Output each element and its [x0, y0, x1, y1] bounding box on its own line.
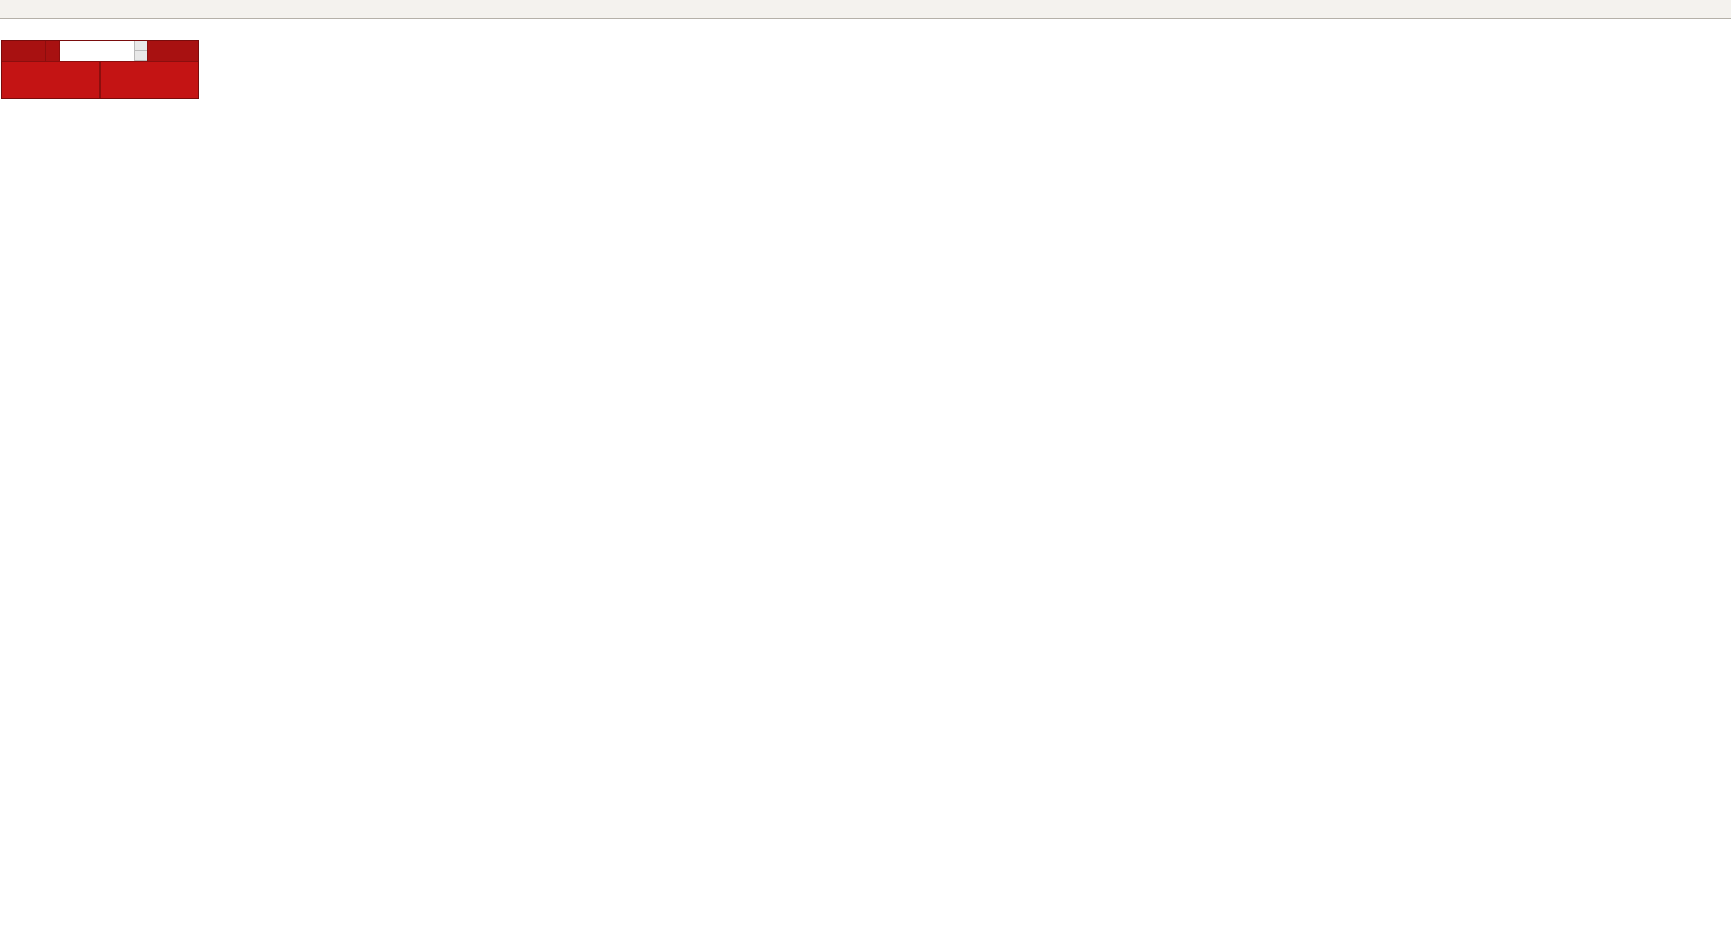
buy-button[interactable]	[147, 41, 198, 61]
sell-button[interactable]	[2, 41, 46, 61]
lot-stepper[interactable]	[134, 41, 147, 61]
order-type-dropdown[interactable]	[46, 41, 60, 61]
one-click-trading-panel	[1, 40, 199, 99]
toolbar	[0, 0, 1731, 19]
lot-stepper-down-icon[interactable]	[135, 51, 147, 61]
trade-panel-controls	[2, 41, 198, 62]
sell-price-button[interactable]	[2, 62, 99, 98]
lot-size-input[interactable]	[60, 41, 134, 61]
buy-price-button[interactable]	[99, 62, 198, 98]
lot-stepper-up-icon[interactable]	[135, 41, 147, 51]
trade-panel-prices	[2, 62, 198, 98]
